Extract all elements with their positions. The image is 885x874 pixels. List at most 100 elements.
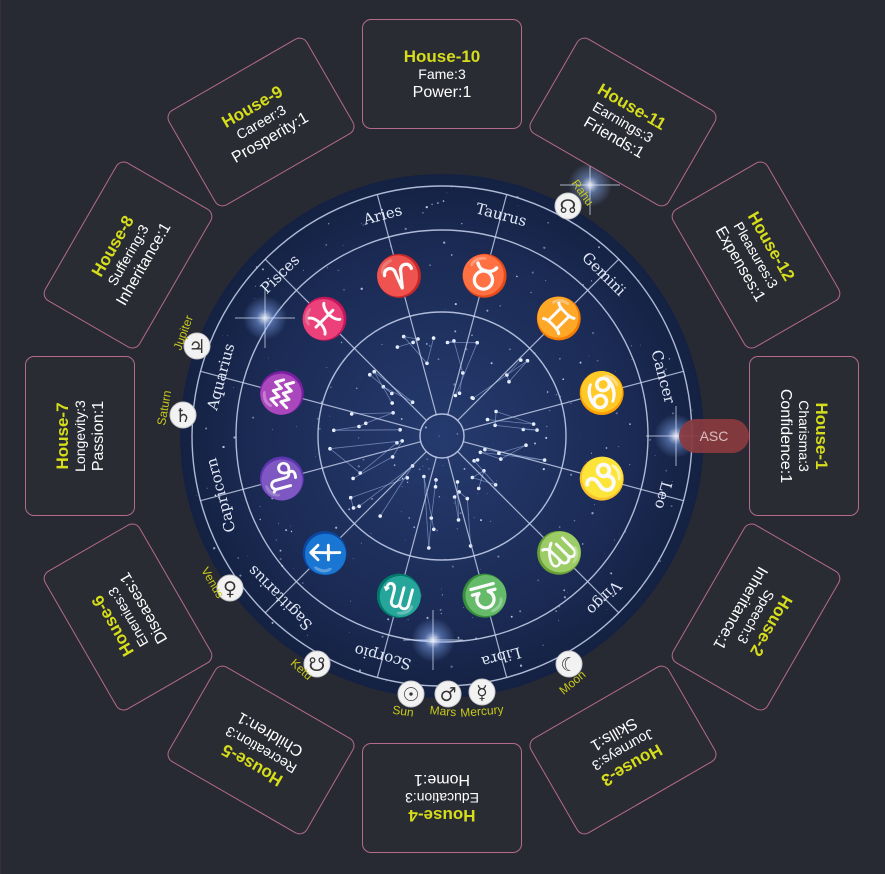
star xyxy=(499,305,501,307)
star xyxy=(413,526,416,529)
star xyxy=(456,528,459,530)
star xyxy=(692,409,694,411)
star xyxy=(254,285,256,287)
star xyxy=(295,426,297,427)
star xyxy=(401,477,404,480)
star xyxy=(463,467,466,470)
planet-rahu[interactable]: ☊Rahu xyxy=(554,177,597,220)
star xyxy=(292,568,294,569)
house-line-2: Passion:1 xyxy=(89,400,107,472)
star xyxy=(222,335,224,336)
constellation-line xyxy=(484,449,545,461)
star xyxy=(629,423,631,425)
spoke xyxy=(447,194,508,415)
constellation-star xyxy=(497,451,501,456)
star xyxy=(205,427,208,430)
constellation-star xyxy=(431,336,436,340)
spoke xyxy=(264,451,427,614)
star xyxy=(517,205,519,206)
star xyxy=(278,378,281,381)
star xyxy=(613,539,616,541)
star xyxy=(360,542,362,544)
star xyxy=(387,618,390,621)
house-line-1: Education:3 xyxy=(405,790,479,807)
star xyxy=(672,481,673,483)
planet-disc xyxy=(397,680,425,708)
star xyxy=(631,359,633,361)
star xyxy=(598,246,600,249)
star xyxy=(222,445,225,449)
star xyxy=(567,592,568,594)
star xyxy=(543,246,546,249)
house-box-4[interactable]: House-4 Education:3 Home:1 xyxy=(362,743,522,853)
star xyxy=(605,447,608,449)
star xyxy=(290,530,293,533)
house-title: House-1 xyxy=(812,402,832,470)
planet-sun[interactable]: ☉Sun xyxy=(392,680,425,720)
mars-icon: ♂ xyxy=(439,684,456,706)
star xyxy=(591,512,594,515)
planet-mars[interactable]: ♂Mars xyxy=(429,680,462,719)
star xyxy=(315,449,317,450)
star-field xyxy=(192,187,695,682)
constellation-star xyxy=(349,412,354,416)
planet-disc xyxy=(303,650,331,678)
star xyxy=(591,331,595,335)
star xyxy=(290,525,291,527)
star xyxy=(439,608,442,611)
star xyxy=(530,291,532,294)
ascendant-badge[interactable]: ASC xyxy=(679,419,749,453)
star xyxy=(610,572,613,575)
star xyxy=(381,635,384,638)
star xyxy=(659,560,662,563)
star xyxy=(560,395,562,397)
star xyxy=(283,397,286,399)
planet-ketu[interactable]: ☋Ketu xyxy=(288,650,331,683)
planet-mercury[interactable]: ☿Mercury xyxy=(460,678,504,720)
constellation-line xyxy=(459,372,464,394)
star xyxy=(271,621,274,624)
house-box-7[interactable]: House-7 Longevity:3 Passion:1 xyxy=(25,356,135,516)
star xyxy=(559,357,561,360)
star xyxy=(414,261,416,263)
star xyxy=(426,458,429,461)
planet-jupiter[interactable]: ♃Jupiter xyxy=(170,313,211,360)
constellation-star xyxy=(351,476,355,481)
star xyxy=(588,355,590,357)
star xyxy=(329,415,331,417)
star xyxy=(360,287,363,290)
constellation-line xyxy=(426,337,434,364)
star xyxy=(371,497,374,500)
planet-disc xyxy=(555,650,583,678)
star xyxy=(579,361,582,364)
star xyxy=(206,487,208,489)
star xyxy=(549,410,551,412)
star xyxy=(629,464,631,466)
star xyxy=(473,517,475,519)
house-line-1: Charisma:3 xyxy=(796,400,813,472)
constellation-star xyxy=(499,457,503,461)
house-box-1[interactable]: House-1 Charisma:3 Confidence:1 xyxy=(749,356,859,516)
house-line-2: Power:1 xyxy=(412,83,472,101)
star xyxy=(428,468,430,470)
planet-saturn[interactable]: ♄Saturn xyxy=(154,389,197,429)
star xyxy=(401,511,402,512)
star xyxy=(390,275,393,278)
constellation-line xyxy=(423,476,430,548)
star xyxy=(404,227,407,231)
constellation-line xyxy=(472,470,485,478)
star xyxy=(268,357,269,359)
planet-moon[interactable]: ☾Moon xyxy=(555,650,588,697)
star xyxy=(558,619,560,621)
star xyxy=(537,579,539,582)
star xyxy=(545,280,547,282)
star xyxy=(252,416,255,419)
planet-label: Mars xyxy=(429,703,457,719)
star xyxy=(361,222,362,224)
constellation-line xyxy=(403,336,428,364)
ketu-icon: ☋ xyxy=(309,654,326,676)
constellation-line xyxy=(333,426,360,431)
house-box-10[interactable]: House-10 Fame:3 Power:1 xyxy=(362,19,522,129)
star xyxy=(196,495,197,497)
star xyxy=(357,465,360,468)
